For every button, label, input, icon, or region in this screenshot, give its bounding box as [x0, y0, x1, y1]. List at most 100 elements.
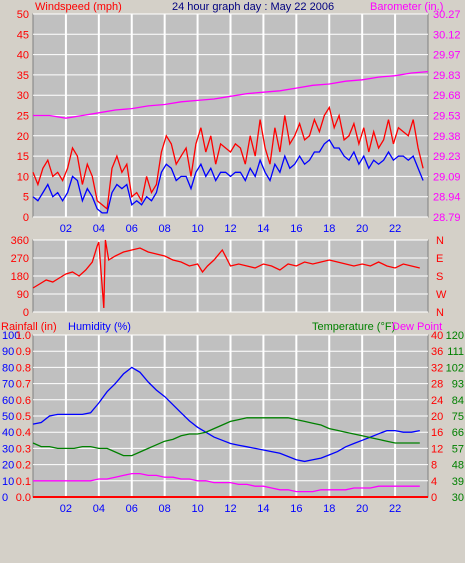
climate-x-tick: 22: [389, 503, 401, 515]
wind-left-axis-label: Windspeed (mph): [35, 1, 122, 13]
direction-left-tick: 0: [23, 307, 29, 319]
humidity-tick: 90: [2, 346, 14, 358]
chart-title: 24 hour graph day : May 22 2006: [172, 1, 334, 13]
direction-left-tick: 90: [17, 289, 29, 301]
humidity-tick: 0: [2, 492, 8, 504]
temp-c-tick: 32: [431, 362, 443, 374]
humidity-line: [32, 366, 420, 463]
temp-f-tick: 75: [452, 411, 464, 423]
direction-right-tick: N: [436, 307, 444, 319]
wind-x-tick: 20: [356, 223, 368, 235]
wind-x-tick-labels: 02 04 06 08 10 12 14 16 18 20 22: [60, 223, 401, 235]
temp-c-tick: 0: [431, 492, 437, 504]
humidity-tick: 80: [2, 362, 14, 374]
wind-gust-line: [32, 105, 424, 211]
rainfall-tick: 0.5: [16, 411, 31, 423]
wind-right-tick: 29.23: [433, 151, 461, 163]
wind-series-group: [32, 70, 429, 214]
humidity-tick: 70: [2, 379, 14, 391]
temp-f-tick: 84: [452, 395, 464, 407]
humidity-tick: 40: [2, 427, 14, 439]
wind-right-tick: 28.79: [433, 212, 461, 224]
rainfall-tick: 0.1: [16, 476, 31, 488]
wind-right-tick: 29.68: [433, 90, 461, 102]
temp-f-tick: 48: [452, 460, 464, 472]
temp-c-tick: 4: [431, 476, 437, 488]
temp-f-tick: 30: [452, 492, 464, 504]
temp-f-tick: 120: [446, 330, 464, 342]
rainfall-tick: 0.8: [16, 362, 31, 374]
temp-c-tick: 20: [431, 411, 443, 423]
rainfall-tick: 0.6: [16, 395, 31, 407]
barometer-line: [33, 70, 429, 119]
temp-f-tick: 93: [452, 379, 464, 391]
wind-x-tick: 02: [60, 223, 72, 235]
direction-left-tick: 180: [11, 271, 29, 283]
wind-left-tick: 5: [23, 192, 29, 204]
wind-right-tick-labels: 28.79 28.94 29.09 29.23 29.38 29.53 29.68 29.83…: [433, 9, 461, 224]
wind-x-tick: 14: [257, 223, 269, 235]
temp-c-tick: 12: [431, 443, 443, 455]
wind-left-tick: 20: [17, 131, 29, 143]
temperature-axis-label: Temperature (°F): [312, 321, 395, 333]
climate-gridlines: [33, 334, 428, 498]
wind-left-tick: 50: [17, 9, 29, 21]
rainfall-tick: 0.9: [16, 346, 31, 358]
wind-x-tick: 04: [93, 223, 105, 235]
humidity-tick: 50: [2, 411, 14, 423]
rainfall-tick: 0.7: [16, 379, 31, 391]
temp-c-tick: 40: [431, 330, 443, 342]
wind-right-tick: 29.38: [433, 131, 461, 143]
humidity-tick: 100: [2, 330, 20, 342]
climate-x-tick: 06: [126, 503, 138, 515]
humidity-tick: 10: [2, 476, 14, 488]
wind-left-tick: 25: [17, 111, 29, 123]
climate-x-tick: 16: [290, 503, 302, 515]
rainfall-tick: 0.0: [16, 492, 31, 504]
temp-c-tick: 16: [431, 427, 443, 439]
direction-right-tick: S: [436, 271, 443, 283]
wind-x-tick: 08: [159, 223, 171, 235]
climate-x-tick: 10: [191, 503, 203, 515]
wind-left-tick-labels: 0 5 10 15 20 25 30 35 40 45 50: [17, 9, 29, 224]
temp-f-tick: 39: [452, 476, 464, 488]
direction-left-tick: 270: [11, 253, 29, 265]
wind-left-tick: 0: [23, 212, 29, 224]
wind-left-tick: 30: [17, 90, 29, 102]
temp-f-tick: 102: [446, 362, 464, 374]
direction-series-group: [32, 239, 420, 309]
climate-left-tick-labels: 0 0.010 0.120 0.230 0.340 0.450 0.560 0.670 0.78…: [2, 330, 31, 504]
rainfall-tick: 0.4: [16, 427, 31, 439]
direction-left-tick-labels: 0 90 180 270 360: [11, 235, 29, 319]
wind-right-tick: 29.53: [433, 111, 461, 123]
direction-right-tick: E: [436, 253, 443, 265]
wind-right-tick: 29.09: [433, 171, 461, 183]
temperature-f-line: [32, 417, 420, 457]
rainfall-tick: 1.0: [16, 330, 31, 342]
climate-x-tick: 12: [224, 503, 236, 515]
climate-series-group: [32, 366, 428, 498]
temp-c-tick: 8: [431, 460, 437, 472]
dew-point-line: [33, 472, 420, 493]
temp-c-tick: 36: [431, 346, 443, 358]
rainfall-tick: 0.3: [16, 443, 31, 455]
wind-x-tick: 22: [389, 223, 401, 235]
wind-average-line: [32, 138, 424, 214]
wind-x-tick: 12: [224, 223, 236, 235]
climate-x-tick: 08: [159, 503, 171, 515]
wind-right-tick: 29.83: [433, 70, 461, 82]
humidity-axis-label: Humidity (%): [68, 321, 131, 333]
wind-left-tick: 35: [17, 70, 29, 82]
wind-x-tick: 06: [126, 223, 138, 235]
climate-x-tick: 14: [257, 503, 269, 515]
temp-f-tick: 66: [452, 427, 464, 439]
wind-right-tick: 28.94: [433, 192, 461, 204]
temp-c-tick: 24: [431, 395, 443, 407]
climate-x-tick: 04: [93, 503, 105, 515]
wind-direction-line: [32, 239, 420, 309]
wind-right-tick: 29.97: [433, 50, 461, 62]
direction-gridlines: [33, 239, 428, 313]
